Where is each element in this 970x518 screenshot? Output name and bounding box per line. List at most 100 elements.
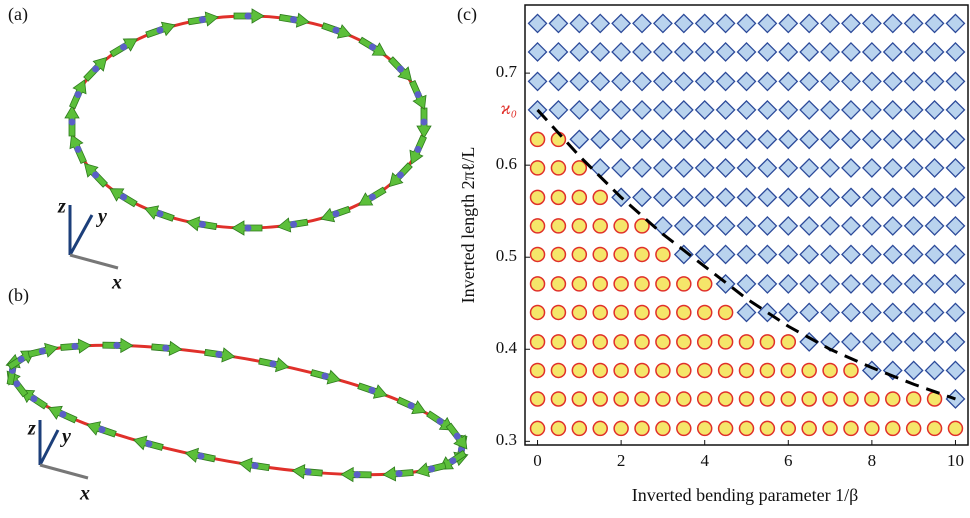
diamond-marker	[882, 100, 903, 120]
bead	[269, 360, 277, 368]
diamond-marker	[841, 100, 861, 120]
y-tick-label: 0.3	[496, 430, 517, 449]
diamond-marker	[820, 13, 841, 34]
diamond-marker	[924, 216, 945, 236]
circle-marker	[613, 391, 629, 407]
circle-marker	[801, 362, 817, 379]
circle-marker	[947, 420, 964, 437]
diamond-marker	[924, 360, 945, 381]
diamond-marker	[924, 187, 945, 208]
diamond-marker	[590, 42, 611, 62]
diamond-marker	[861, 273, 882, 294]
bead	[156, 210, 164, 218]
panel-label: (b)	[8, 285, 29, 306]
circle-marker	[634, 420, 650, 437]
diamond-marker	[527, 13, 548, 34]
circle-marker	[822, 420, 838, 437]
circle-marker	[801, 420, 817, 437]
circle-marker	[550, 246, 567, 263]
diamond-marker	[799, 216, 820, 236]
circle-marker	[822, 391, 838, 407]
diamond-marker	[673, 129, 694, 150]
circle-marker	[613, 246, 629, 263]
circle-marker	[676, 362, 692, 379]
diamond-marker	[694, 100, 715, 120]
bead	[368, 386, 376, 394]
diamond-marker	[945, 302, 966, 323]
bead	[38, 347, 46, 355]
circle-marker	[592, 362, 608, 379]
diamond-marker	[652, 129, 673, 150]
diamond-marker	[945, 273, 966, 294]
diamond-marker	[799, 13, 820, 34]
diamond-marker	[778, 187, 799, 208]
circle-marker	[571, 334, 588, 350]
diamond-marker	[652, 216, 673, 236]
circle-marker	[717, 304, 734, 321]
diamond-marker	[694, 244, 715, 265]
diamond-marker	[820, 71, 841, 92]
diamond-marker	[527, 71, 548, 92]
diamond-marker	[694, 216, 715, 236]
circle-marker	[634, 391, 650, 407]
diamond-marker	[778, 71, 799, 92]
axis-name: x	[79, 483, 90, 505]
diamond-marker	[694, 71, 715, 92]
diamond-marker	[820, 158, 841, 178]
circle-marker	[926, 420, 943, 437]
circle-marker	[529, 391, 546, 407]
diamond-marker	[945, 216, 966, 236]
bead	[162, 344, 170, 352]
diamond-marker	[861, 100, 882, 120]
diamond-marker	[673, 42, 694, 62]
x-tick-label: 10	[947, 451, 964, 470]
bead	[244, 224, 252, 232]
diamond-marker	[715, 216, 736, 236]
circle-marker	[550, 420, 567, 437]
diamond-marker	[736, 216, 757, 236]
diamond-marker	[799, 187, 820, 208]
diamond-marker	[694, 42, 715, 62]
bead	[420, 118, 428, 126]
diamond-marker	[611, 100, 632, 120]
diamond-marker	[841, 71, 861, 92]
circle-marker	[613, 218, 629, 234]
axis-name: y	[60, 426, 71, 448]
diamond-marker	[548, 100, 569, 120]
annotation: ϰ₀	[501, 98, 517, 118]
diamond-marker	[903, 360, 924, 381]
y-tick-label: 0.5	[496, 246, 517, 265]
diamond-marker	[882, 216, 903, 236]
circle-marker	[843, 420, 859, 437]
bead	[321, 372, 329, 380]
circle-marker	[759, 362, 776, 379]
bead	[198, 220, 206, 228]
circle-marker	[885, 391, 901, 407]
circle-marker	[529, 276, 546, 292]
diamond-marker	[799, 129, 820, 150]
diamond-marker	[548, 42, 569, 62]
bead	[368, 43, 376, 51]
circle-marker	[529, 160, 546, 176]
diamond-marker	[757, 158, 778, 178]
circle-marker	[550, 276, 567, 292]
diamond-marker	[673, 216, 694, 236]
diamond-marker	[611, 13, 632, 34]
circle-marker	[864, 420, 880, 437]
diamond-marker	[673, 13, 694, 34]
circle-marker	[529, 189, 546, 206]
circle-marker	[592, 276, 608, 292]
diamond-marker	[778, 244, 799, 265]
diamond-marker	[569, 129, 590, 150]
boundary-curve	[536, 108, 956, 401]
plot-frame	[524, 4, 969, 446]
bead	[251, 462, 259, 470]
bead	[428, 465, 436, 473]
circle-marker	[905, 420, 922, 437]
circle-marker	[655, 334, 671, 350]
circle-marker	[738, 334, 755, 350]
circle-marker	[655, 391, 671, 407]
diamond-marker	[924, 42, 945, 62]
bead	[156, 26, 164, 34]
diamond-marker	[799, 244, 820, 265]
